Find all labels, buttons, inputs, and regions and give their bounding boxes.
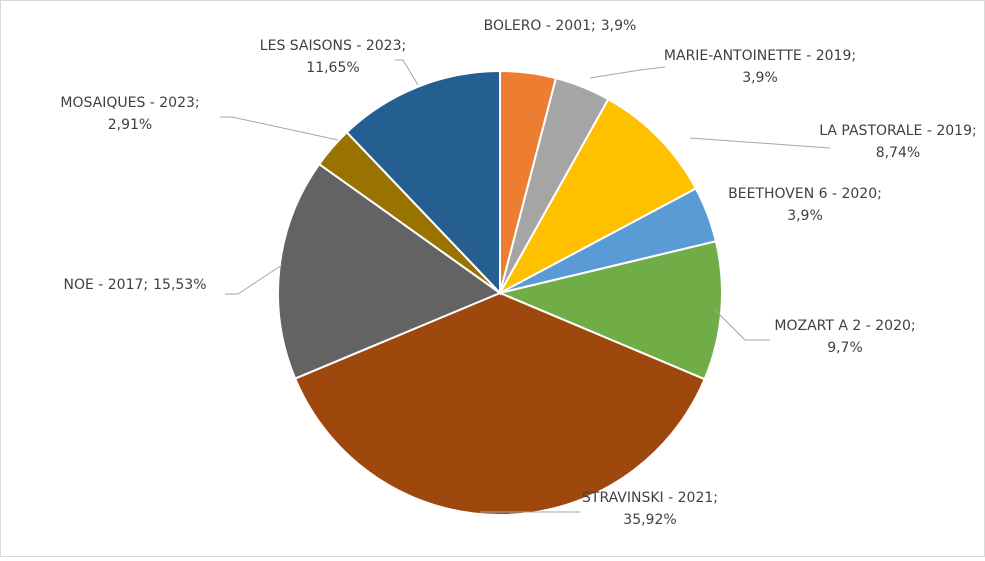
leader-line bbox=[589, 66, 666, 79]
label-separator: ; bbox=[195, 95, 200, 111]
data-label: MOSAIQUES - 2023; 2,91% bbox=[60, 95, 199, 133]
data-label: BOLERO - 2001; 3,9% bbox=[484, 18, 637, 34]
label-category: LES SAISONS - 2023 bbox=[260, 38, 402, 54]
label-category: MARIE-ANTOINETTE - 2019 bbox=[664, 48, 851, 64]
slices bbox=[277, 69, 723, 516]
label-category: LA PASTORALE - 2019 bbox=[819, 123, 972, 139]
leader-line bbox=[225, 264, 283, 295]
data-label: BEETHOVEN 6 - 2020; 3,9% bbox=[728, 186, 882, 224]
leader-line bbox=[395, 59, 419, 86]
label-separator: ; bbox=[851, 48, 856, 64]
label-separator: ; bbox=[972, 123, 977, 139]
pie-slice bbox=[497, 97, 698, 296]
leader-line bbox=[689, 137, 831, 149]
label-separator: ; bbox=[877, 186, 882, 202]
label-separator: ; bbox=[911, 318, 916, 334]
label-value: 3,9% bbox=[742, 70, 778, 86]
data-label: MOZART A 2 - 2020; 9,7% bbox=[774, 318, 915, 356]
data-label: LES SAISONS - 2023; 11,65% bbox=[260, 38, 406, 76]
label-category: MOSAIQUES - 2023 bbox=[60, 95, 195, 111]
label-value: 3,9% bbox=[787, 208, 823, 224]
label-category: BOLERO - 2001 bbox=[484, 18, 591, 34]
label-value: 3,9% bbox=[601, 18, 637, 34]
label-category: NOE - 2017 bbox=[63, 277, 143, 293]
pie-slice bbox=[277, 162, 503, 380]
label-category: STRAVINSKI - 2021 bbox=[582, 490, 713, 506]
leader-line bbox=[714, 309, 770, 341]
label-separator: ; bbox=[143, 277, 148, 293]
data-label: STRAVINSKI - 2021; 35,92% bbox=[582, 490, 718, 528]
label-category: BEETHOVEN 6 - 2020 bbox=[728, 186, 877, 202]
label-separator: ; bbox=[401, 38, 406, 54]
label-value: 15,53% bbox=[153, 277, 206, 293]
data-label: MARIE-ANTOINETTE - 2019; 3,9% bbox=[664, 48, 856, 86]
label-separator: ; bbox=[591, 18, 596, 34]
pie-slice bbox=[293, 291, 706, 516]
data-label: LA PASTORALE - 2019; 8,74% bbox=[819, 123, 976, 161]
pie-slice bbox=[496, 240, 723, 381]
label-category: MOZART A 2 - 2020 bbox=[774, 318, 911, 334]
label-value: 9,7% bbox=[827, 340, 863, 356]
label-value: 8,74% bbox=[876, 145, 920, 161]
pie-slice bbox=[345, 69, 501, 296]
data-label: NOE - 2017; 15,53% bbox=[63, 277, 206, 293]
label-value: 11,65% bbox=[306, 60, 359, 76]
label-separator: ; bbox=[713, 490, 718, 506]
label-value: 2,91% bbox=[108, 117, 152, 133]
label-value: 35,92% bbox=[623, 512, 676, 528]
leader-line bbox=[220, 116, 339, 141]
